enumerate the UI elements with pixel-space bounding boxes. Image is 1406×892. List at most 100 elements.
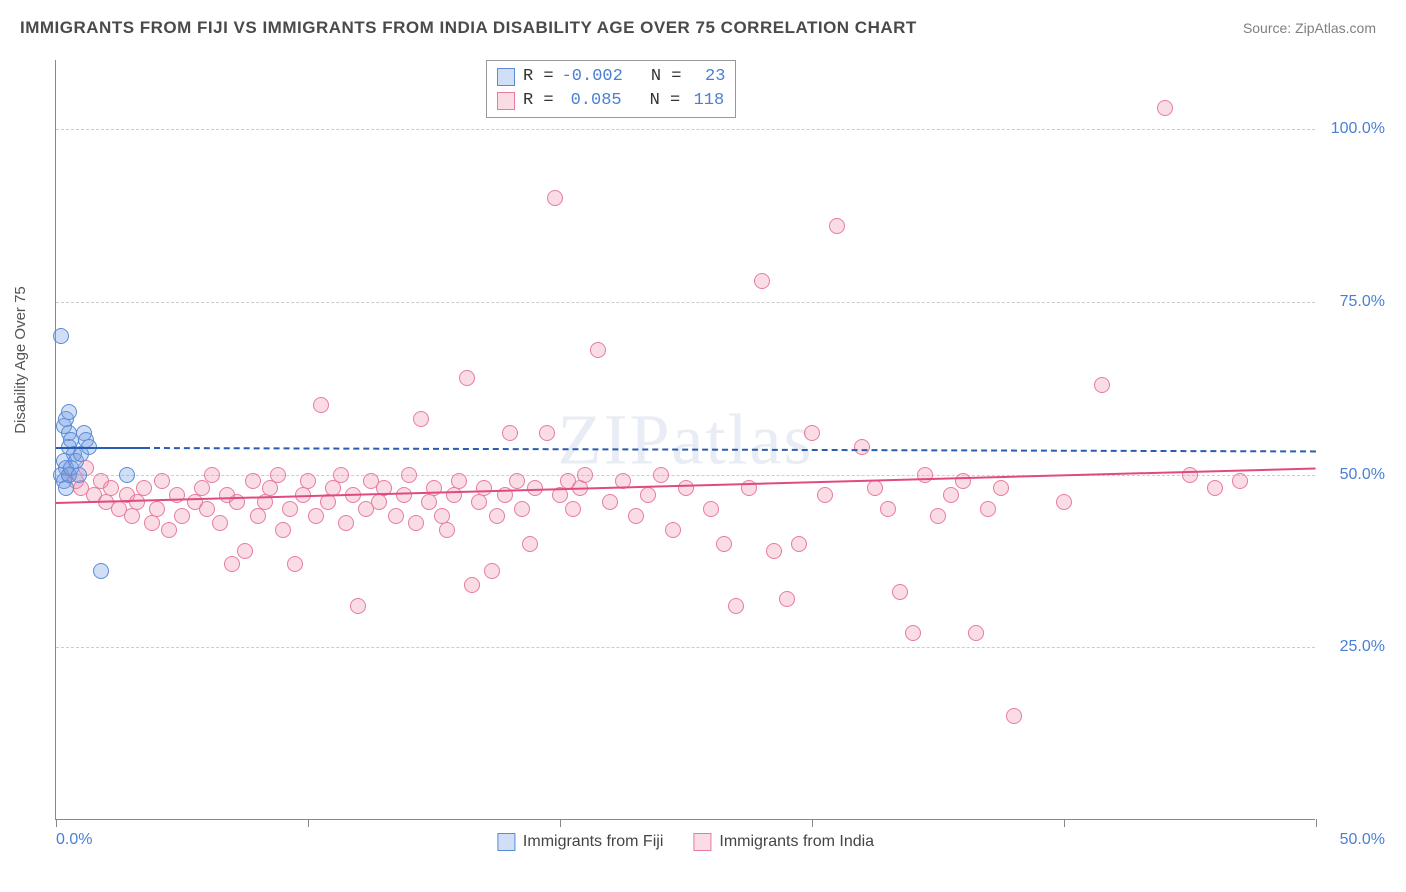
fiji-r-value: -0.002 — [562, 65, 623, 89]
india-point — [144, 515, 160, 531]
fiji-series-label: Immigrants from Fiji — [523, 833, 663, 851]
india-point — [476, 480, 492, 496]
india-point — [300, 473, 316, 489]
legend-item-fiji: Immigrants from Fiji — [497, 833, 663, 851]
india-point — [169, 487, 185, 503]
r-label: R = — [523, 89, 554, 113]
india-r-value: 0.085 — [562, 89, 622, 113]
fiji-swatch — [497, 68, 515, 86]
india-point — [464, 577, 480, 593]
fiji-point — [61, 404, 77, 420]
india-point — [129, 494, 145, 510]
source-label: Source: ZipAtlas.com — [1243, 20, 1376, 36]
india-point — [1232, 473, 1248, 489]
india-point — [413, 411, 429, 427]
x-tick — [812, 819, 813, 827]
india-point — [577, 467, 593, 483]
india-point — [408, 515, 424, 531]
india-point — [275, 522, 291, 538]
india-point — [446, 487, 462, 503]
india-point — [174, 508, 190, 524]
india-point — [338, 515, 354, 531]
india-point — [204, 467, 220, 483]
india-point — [905, 625, 921, 641]
india-point — [1207, 480, 1223, 496]
india-point — [514, 501, 530, 517]
india-point — [484, 563, 500, 579]
india-point — [653, 467, 669, 483]
gridline — [56, 302, 1315, 303]
india-point — [547, 190, 563, 206]
india-point — [1157, 100, 1173, 116]
y-tick-label: 100.0% — [1331, 120, 1385, 138]
legend-row-fiji: R = -0.002 N = 23 — [497, 65, 725, 89]
india-point — [766, 543, 782, 559]
india-point — [212, 515, 228, 531]
india-point — [199, 501, 215, 517]
india-point — [224, 556, 240, 572]
x-tick — [1064, 819, 1065, 827]
india-point — [867, 480, 883, 496]
india-point — [459, 370, 475, 386]
india-point — [930, 508, 946, 524]
india-point — [471, 494, 487, 510]
india-point — [955, 473, 971, 489]
fiji-swatch-icon — [497, 833, 515, 851]
india-point — [270, 467, 286, 483]
india-point — [103, 480, 119, 496]
india-point — [439, 522, 455, 538]
india-point — [703, 501, 719, 517]
india-swatch — [497, 92, 515, 110]
fiji-point — [53, 328, 69, 344]
india-point — [817, 487, 833, 503]
india-point — [829, 218, 845, 234]
india-point — [1182, 467, 1198, 483]
india-point — [426, 480, 442, 496]
gridline — [56, 647, 1315, 648]
india-point — [754, 273, 770, 289]
india-point — [421, 494, 437, 510]
india-point — [401, 467, 417, 483]
india-point — [388, 508, 404, 524]
india-point — [451, 473, 467, 489]
fiji-trendline-extension — [144, 447, 1316, 452]
india-point — [602, 494, 618, 510]
fiji-n-value: 23 — [689, 65, 725, 89]
fiji-trendline — [56, 447, 144, 449]
y-axis-title: Disability Age Over 75 — [12, 286, 29, 434]
india-series-label: Immigrants from India — [719, 833, 874, 851]
x-tick — [1316, 819, 1317, 827]
r-label: R = — [523, 65, 554, 89]
india-point — [678, 480, 694, 496]
india-point — [854, 439, 870, 455]
fiji-point — [58, 480, 74, 496]
india-swatch-icon — [693, 833, 711, 851]
india-point — [161, 522, 177, 538]
india-point — [779, 591, 795, 607]
india-point — [237, 543, 253, 559]
india-n-value: 118 — [688, 89, 724, 113]
india-point — [716, 536, 732, 552]
series-legend: Immigrants from Fiji Immigrants from Ind… — [497, 833, 874, 851]
x-tick — [560, 819, 561, 827]
india-point — [282, 501, 298, 517]
india-point — [124, 508, 140, 524]
india-point — [665, 522, 681, 538]
india-point — [880, 501, 896, 517]
india-point — [804, 425, 820, 441]
india-point — [728, 598, 744, 614]
india-point — [287, 556, 303, 572]
india-point — [194, 480, 210, 496]
india-point — [968, 625, 984, 641]
fiji-point — [71, 467, 87, 483]
india-point — [993, 480, 1009, 496]
fiji-point — [93, 563, 109, 579]
india-point — [250, 508, 266, 524]
india-point — [980, 501, 996, 517]
correlation-legend: R = -0.002 N = 23 R = 0.085 N = 118 — [486, 60, 736, 118]
india-point — [1094, 377, 1110, 393]
watermark: ZIPatlas — [558, 398, 814, 481]
x-axis-label-min: 0.0% — [56, 831, 92, 849]
india-point — [522, 536, 538, 552]
india-point — [350, 598, 366, 614]
